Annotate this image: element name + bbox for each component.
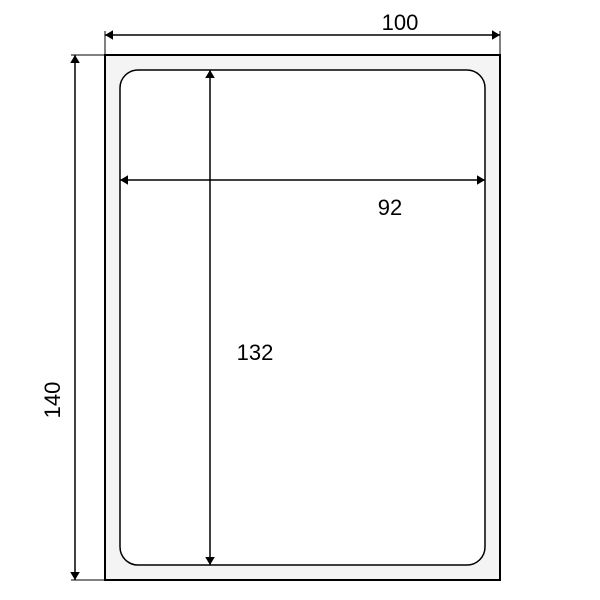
dim-label-outer-height: 140 <box>40 382 65 419</box>
dim-label-outer-width: 100 <box>382 10 419 35</box>
dim-label-inner-width: 92 <box>378 195 402 220</box>
inner-rounded-rectangle <box>120 70 485 565</box>
dimension-diagram: 100 140 92 132 <box>0 0 600 600</box>
dim-label-inner-height: 132 <box>237 340 274 365</box>
